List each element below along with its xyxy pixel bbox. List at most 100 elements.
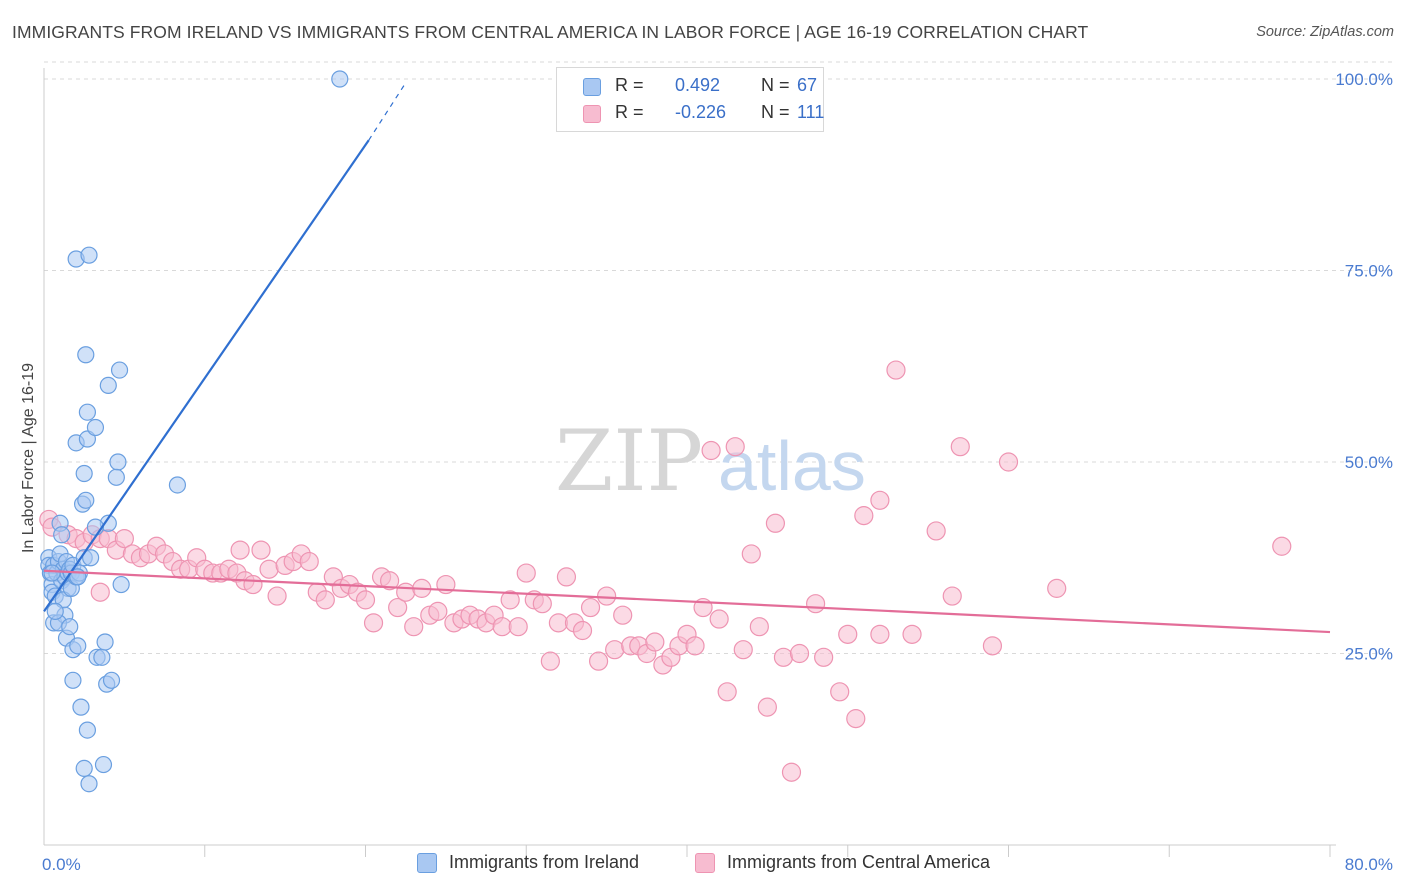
- data-point[interactable]: [267, 586, 287, 606]
- data-point[interactable]: [43, 564, 61, 582]
- data-point[interactable]: [717, 682, 737, 702]
- data-point[interactable]: [61, 618, 79, 636]
- data-point[interactable]: [315, 590, 335, 610]
- data-point[interactable]: [78, 721, 97, 739]
- data-point[interactable]: [685, 636, 705, 656]
- data-point[interactable]: [90, 582, 110, 602]
- data-point[interactable]: [96, 633, 114, 651]
- data-point[interactable]: [75, 759, 93, 778]
- data-point[interactable]: [77, 346, 95, 364]
- data-point[interactable]: [548, 613, 569, 633]
- data-point[interactable]: [902, 624, 922, 644]
- x-tick-label-max: 80.0%: [1345, 855, 1393, 874]
- data-point[interactable]: [404, 617, 424, 637]
- data-point[interactable]: [645, 632, 665, 652]
- data-point[interactable]: [396, 582, 416, 602]
- data-point[interactable]: [72, 698, 90, 716]
- data-point[interactable]: [259, 559, 279, 579]
- data-point[interactable]: [102, 671, 121, 689]
- data-point[interactable]: [380, 571, 400, 591]
- data-point[interactable]: [580, 597, 601, 618]
- data-point[interactable]: [114, 528, 134, 549]
- data-point[interactable]: [82, 549, 100, 567]
- data-point[interactable]: [109, 453, 127, 471]
- data-point[interactable]: [805, 594, 826, 614]
- data-point[interactable]: [588, 651, 609, 671]
- r-label: R =: [615, 102, 644, 122]
- data-point[interactable]: [597, 586, 617, 606]
- data-point[interactable]: [942, 586, 962, 606]
- data-point[interactable]: [77, 491, 95, 509]
- data-point[interactable]: [950, 437, 970, 457]
- data-point[interactable]: [94, 755, 113, 774]
- y-tick-label: 50.0%: [1345, 453, 1393, 472]
- data-point[interactable]: [508, 617, 528, 637]
- data-point[interactable]: [110, 361, 129, 379]
- y-tick-label: 100.0%: [1335, 70, 1393, 89]
- data-point[interactable]: [168, 476, 187, 494]
- data-point[interactable]: [86, 418, 105, 437]
- data-point[interactable]: [80, 775, 98, 793]
- n-value: 67: [797, 75, 818, 95]
- data-point[interactable]: [572, 620, 593, 641]
- data-point[interactable]: [251, 540, 271, 560]
- data-point[interactable]: [765, 513, 786, 533]
- data-point[interactable]: [500, 590, 520, 610]
- data-point[interactable]: [749, 617, 769, 637]
- data-point[interactable]: [773, 647, 794, 667]
- data-point[interactable]: [99, 376, 117, 394]
- data-point[interactable]: [854, 506, 874, 526]
- data-point[interactable]: [230, 540, 250, 560]
- data-point[interactable]: [80, 246, 98, 264]
- data-point[interactable]: [870, 490, 890, 510]
- data-point[interactable]: [556, 567, 577, 587]
- data-point[interactable]: [78, 403, 97, 421]
- data-point[interactable]: [886, 360, 906, 380]
- data-point[interactable]: [998, 452, 1019, 472]
- data-point[interactable]: [757, 697, 777, 717]
- data-point[interactable]: [355, 590, 376, 610]
- data-point[interactable]: [781, 762, 802, 782]
- data-point[interactable]: [701, 440, 721, 461]
- data-point[interactable]: [516, 563, 536, 583]
- data-point[interactable]: [1272, 536, 1292, 556]
- data-point[interactable]: [64, 671, 82, 689]
- data-point[interactable]: [846, 709, 866, 729]
- data-point[interactable]: [363, 613, 384, 633]
- data-point[interactable]: [709, 609, 729, 629]
- data-point[interactable]: [69, 637, 87, 655]
- data-point[interactable]: [299, 551, 319, 572]
- data-point[interactable]: [75, 464, 93, 483]
- data-point[interactable]: [830, 682, 850, 702]
- data-point[interactable]: [93, 648, 111, 666]
- data-point[interactable]: [789, 643, 810, 664]
- data-point[interactable]: [532, 594, 552, 614]
- data-point[interactable]: [814, 647, 834, 667]
- data-point[interactable]: [613, 605, 633, 625]
- data-point[interactable]: [1047, 578, 1067, 598]
- data-point[interactable]: [870, 624, 890, 644]
- data-point[interactable]: [243, 574, 263, 595]
- data-point[interactable]: [741, 544, 761, 564]
- data-point[interactable]: [331, 70, 349, 88]
- data-point[interactable]: [112, 575, 130, 594]
- n-label: N =: [761, 75, 790, 95]
- data-point[interactable]: [926, 521, 946, 541]
- data-point[interactable]: [838, 624, 858, 644]
- central-america-trend-line: [43, 569, 1331, 634]
- data-point[interactable]: [605, 640, 625, 660]
- data-point[interactable]: [53, 526, 71, 544]
- data-point[interactable]: [107, 468, 125, 486]
- y-tick-label: 25.0%: [1345, 645, 1393, 664]
- data-point[interactable]: [725, 437, 745, 457]
- data-point[interactable]: [492, 617, 512, 637]
- data-point[interactable]: [388, 597, 408, 618]
- data-point[interactable]: [540, 651, 560, 671]
- data-point[interactable]: [982, 636, 1003, 656]
- data-point[interactable]: [428, 601, 448, 621]
- stats-legend: R = 0.492 N = 67 R = -0.226 N = 111: [556, 67, 824, 132]
- data-point[interactable]: [733, 640, 753, 660]
- y-axis-labels: 25.0% 50.0% 75.0% 100.0%: [1335, 70, 1393, 664]
- data-point[interactable]: [46, 602, 64, 620]
